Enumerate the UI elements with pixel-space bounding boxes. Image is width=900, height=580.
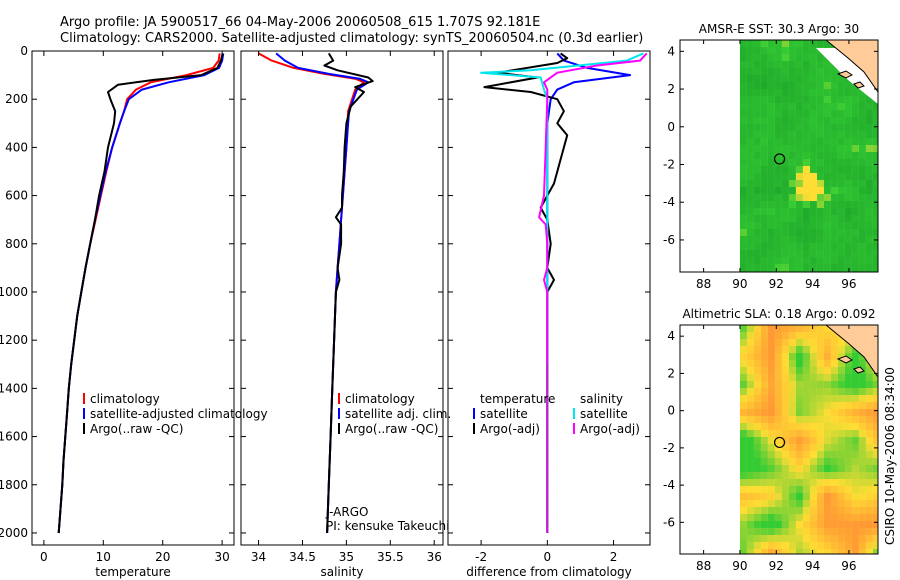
- x-tick-label: 94: [805, 277, 820, 291]
- series-climatology: [57, 53, 221, 534]
- figure-title-line1: Argo profile: JA 5900517_66 04-May-2006 …: [60, 15, 540, 30]
- annotation-pi-kensuke-takeuchi: PI: kensuke Takeuchi: [326, 519, 449, 533]
- salinity-panel: 34 34.5 35 35.5 36 salinity climatologysatelli…: [240, 50, 451, 579]
- series-argo-raw-qc: [57, 53, 224, 534]
- legend-entry-argo-raw-qc: Argo(..raw -QC): [345, 422, 438, 436]
- x-tick-label: 30: [214, 550, 229, 564]
- x-tick-label: 2: [610, 550, 618, 564]
- legend-entry-climatology: climatology: [345, 392, 415, 406]
- x-tick-label: 10: [96, 550, 111, 564]
- difference-x-axis-label: difference from climatology: [466, 565, 632, 579]
- y-tick-label: -6: [663, 515, 675, 529]
- legend-heading-salinity: salinity: [580, 392, 623, 406]
- y-tick-label: 2: [667, 82, 675, 96]
- series-argo-raw-qc: [323, 52, 374, 534]
- y-tick-label: 400: [5, 140, 28, 154]
- series-temperature-argo-adj: [483, 52, 569, 533]
- y-tick-label: 1200: [0, 333, 28, 347]
- x-tick-label: 0: [544, 550, 552, 564]
- sst-map-title: AMSR-E SST: 30.3 Argo: 30: [699, 22, 859, 36]
- sla_map-heatmap: [739, 325, 878, 554]
- series-salinity-argo-adj: [538, 52, 648, 533]
- temperature-axes-frame: [31, 50, 235, 546]
- series-satellite-adj-clim: [275, 52, 370, 534]
- y-tick-label: 0: [667, 404, 675, 418]
- y-tick-label: -2: [663, 157, 675, 171]
- legend-entry-satellite-adjusted-climatology: satellite-adjusted climatology: [90, 407, 268, 421]
- legend-heading-temperature: temperature: [480, 392, 555, 406]
- y-tick-label: 200: [5, 92, 28, 106]
- x-tick-label: 96: [841, 559, 856, 573]
- y-tick-label: 1800: [0, 478, 28, 492]
- legend-entry-salinity-satellite: satellite: [580, 407, 628, 421]
- temperature-x-axis-label: temperature: [95, 565, 170, 579]
- y-tick-label: 2000: [0, 526, 28, 540]
- legend-entry-salinity-argo-adj: Argo(-adj): [580, 422, 640, 436]
- argo-float-marker: [773, 153, 786, 165]
- salinity-series: [258, 52, 374, 534]
- x-tick-label: 92: [769, 559, 784, 573]
- x-tick-label: 35: [339, 550, 354, 564]
- difference-axes-frame: [447, 50, 651, 546]
- legend-entry-satellite-adj-clim: satellite adj. clim.: [345, 407, 451, 421]
- y-tick-label: 4: [667, 44, 675, 58]
- x-tick-label: 34.5: [289, 550, 316, 564]
- x-tick-label: -2: [475, 550, 487, 564]
- y-tick-label: 1000: [0, 285, 28, 299]
- x-tick-label: 88: [696, 277, 711, 291]
- x-tick-label: 20: [155, 550, 170, 564]
- x-tick-label: 35.5: [377, 550, 404, 564]
- x-tick-label: 0: [40, 550, 48, 564]
- island-outline: [836, 70, 865, 89]
- difference-legend: temperaturesatelliteArgo(-adj)salinitysa…: [473, 392, 640, 436]
- x-tick-label: 34: [251, 550, 266, 564]
- y-tick-label: -2: [663, 441, 675, 455]
- x-tick-label: 90: [732, 559, 747, 573]
- y-tick-label: 600: [5, 189, 28, 203]
- island-outline: [836, 355, 865, 374]
- annotation-j-argo: J-ARGO: [325, 505, 368, 519]
- legend-entry-climatology: climatology: [90, 392, 160, 406]
- sla-map-title: Altimetric SLA: 0.18 Argo: 0.092: [682, 307, 875, 321]
- x-tick-label: 92: [769, 277, 784, 291]
- y-tick-label: -4: [663, 478, 675, 492]
- y-tick-label: 1400: [0, 381, 28, 395]
- legend-entry-temperature-satellite: satellite: [480, 407, 528, 421]
- x-tick-label: 36: [427, 550, 442, 564]
- y-tick-label: 1600: [0, 430, 28, 444]
- y-tick-label: 0: [20, 44, 28, 58]
- sst-map-panel: 88 90 92 94 96 4 2 0 -2 -4 -6: [663, 39, 879, 291]
- y-tick-label: 800: [5, 237, 28, 251]
- y-tick-label: 0: [667, 120, 675, 134]
- legend-entry-temperature-argo-adj: Argo(-adj): [480, 422, 540, 436]
- legend-entry-argo-raw-qc: Argo(..raw -QC): [90, 422, 183, 436]
- y-tick-label: -4: [663, 195, 675, 209]
- difference-series: [480, 52, 648, 533]
- x-tick-label: 88: [696, 559, 711, 573]
- temperature-panel: 0 10 20 30 temperature 0 200 400 600 800 1000 1200 1…: [0, 44, 268, 579]
- x-tick-label: 96: [841, 277, 856, 291]
- sla-map-panel: 88 90 92 94 96 4 2 0 -2 -4 -6: [663, 324, 879, 573]
- series-satellite-adjusted-climatology: [57, 53, 225, 534]
- x-tick-label: 90: [732, 277, 747, 291]
- y-tick-label: -6: [663, 233, 675, 247]
- x-tick-label: 94: [805, 559, 820, 573]
- salinity-x-axis-label: salinity: [320, 565, 363, 579]
- sst_map-axes-frame: [679, 39, 879, 273]
- temperature-series: [57, 53, 225, 534]
- y-tick-label: 4: [667, 329, 675, 343]
- side-label: CSIRO 10-May-2006 08:34:00: [883, 367, 897, 545]
- y-tick-label: 2: [667, 366, 675, 380]
- argo-float-marker: [773, 436, 786, 449]
- series-salinity-satellite: [480, 52, 644, 533]
- figure-title-line2: Climatology: CARS2000. Satellite-adjuste…: [60, 31, 643, 46]
- sla_map-axes-frame: [679, 324, 879, 555]
- salinity-axes-frame: [240, 50, 444, 546]
